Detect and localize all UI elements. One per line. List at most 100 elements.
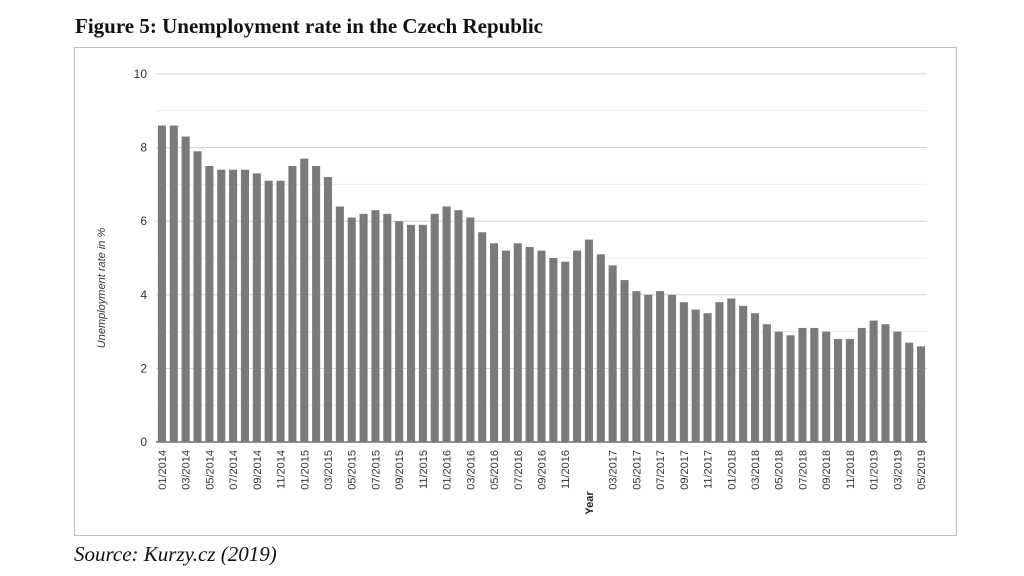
- bar: [561, 261, 570, 442]
- x-tick-label: 05/2014: [204, 450, 216, 490]
- bar: [205, 166, 214, 442]
- bar: [584, 239, 593, 442]
- y-axis-label: Unemployment rate in %: [96, 228, 108, 349]
- bar: [750, 313, 760, 442]
- bar: [359, 213, 368, 442]
- x-tick-label: 01/2018: [726, 450, 738, 490]
- bar: [276, 180, 285, 442]
- bar: [395, 221, 404, 442]
- y-tick-label: 6: [140, 214, 147, 228]
- bar: [620, 280, 629, 442]
- bar: [656, 291, 665, 442]
- bar: [798, 327, 807, 442]
- x-tick-label: 09/2017: [679, 450, 691, 490]
- x-tick-label: 09/2018: [821, 450, 833, 490]
- x-axis-ticks: 01/2014 03/2014 05/2014 07/2014 09/2014 11/20…: [157, 450, 928, 490]
- bar: [774, 331, 783, 442]
- bar: [347, 217, 356, 442]
- bar: [454, 210, 463, 442]
- x-tick-label: 03/2019: [892, 450, 904, 490]
- bar: [834, 338, 843, 442]
- bar-chart: 0 2 4 6 8 10 01/2014 03/2014 05/2014 07/2014 09/2…: [96, 67, 928, 515]
- x-tick-label: 07/2014: [228, 450, 240, 490]
- bar: [490, 243, 499, 442]
- y-tick-label: 2: [140, 361, 147, 375]
- bar: [169, 125, 178, 443]
- bar: [466, 217, 475, 442]
- bar: [905, 342, 914, 442]
- y-tick-label: 4: [140, 288, 147, 302]
- bar: [501, 250, 510, 442]
- x-tick-label: 07/2015: [370, 450, 382, 490]
- bar: [881, 324, 890, 442]
- bar: [252, 173, 261, 443]
- bar: [181, 136, 190, 442]
- x-tick-label: 05/2016: [489, 450, 501, 490]
- x-tick-label: 01/2016: [442, 450, 454, 490]
- x-tick-label: 09/2015: [394, 450, 406, 490]
- bar: [679, 302, 688, 442]
- bar: [323, 177, 333, 443]
- bar: [418, 224, 427, 442]
- bar: [442, 206, 451, 442]
- bar: [193, 151, 202, 442]
- bar: [335, 206, 344, 442]
- bar: [786, 335, 795, 442]
- bar: [727, 298, 736, 442]
- bar: [240, 169, 249, 442]
- y-tick-label: 10: [134, 67, 148, 81]
- bar: [608, 265, 617, 442]
- x-tick-label: 03/2016: [465, 450, 477, 490]
- bar: [857, 327, 866, 442]
- bar: [229, 169, 238, 442]
- bar: [762, 324, 771, 442]
- y-tick-label: 0: [140, 435, 147, 449]
- x-tick-label: 05/2015: [347, 450, 359, 490]
- bars: [157, 125, 926, 443]
- bar: [406, 224, 416, 442]
- x-tick-label: 01/2015: [299, 450, 311, 490]
- x-tick-label: 03/2017: [608, 450, 620, 490]
- bar: [513, 243, 522, 442]
- bar: [893, 331, 902, 442]
- x-tick-label: 03/2018: [750, 450, 762, 490]
- bar: [430, 213, 439, 442]
- bar: [217, 169, 226, 442]
- chart-frame: 0 2 4 6 8 10 01/2014 03/2014 05/2014 07/2014 09/2…: [74, 47, 957, 536]
- bar: [703, 313, 712, 442]
- x-tick-label: 11/2014: [276, 450, 288, 489]
- x-tick-label: 05/2019: [916, 450, 928, 490]
- x-tick-label: 07/2018: [797, 450, 809, 490]
- bar: [549, 258, 558, 442]
- bar: [917, 346, 926, 442]
- bar: [644, 294, 653, 442]
- x-tick-label: 11/2017: [703, 450, 715, 489]
- bar: [822, 331, 831, 442]
- bar: [525, 246, 534, 442]
- bar: [691, 309, 700, 442]
- x-axis-label: Year: [584, 491, 596, 515]
- bar: [300, 158, 309, 442]
- figure-source: Source: Kurzy.cz (2019): [74, 542, 277, 566]
- bar: [312, 166, 321, 442]
- bar: [739, 305, 748, 442]
- x-tick-label: 09/2014: [252, 450, 264, 490]
- bar: [715, 302, 724, 442]
- x-tick-label: 07/2017: [655, 450, 667, 490]
- x-tick-label: 11/2015: [418, 450, 430, 489]
- x-tick-label: 01/2019: [869, 450, 881, 490]
- x-tick-label: 05/2017: [631, 450, 643, 490]
- x-tick-label: 09/2016: [537, 450, 549, 490]
- bar: [845, 338, 854, 442]
- x-tick-label: 01/2014: [157, 450, 169, 490]
- bar: [264, 180, 273, 442]
- x-tick-label: 11/2016: [560, 450, 572, 489]
- bar: [667, 294, 677, 442]
- bar: [383, 213, 392, 442]
- bar: [632, 291, 641, 442]
- x-tick-label: 03/2014: [181, 450, 193, 490]
- bar: [810, 327, 819, 442]
- bar: [596, 254, 605, 442]
- x-tick-label: 05/2018: [774, 450, 786, 490]
- bar: [573, 250, 582, 442]
